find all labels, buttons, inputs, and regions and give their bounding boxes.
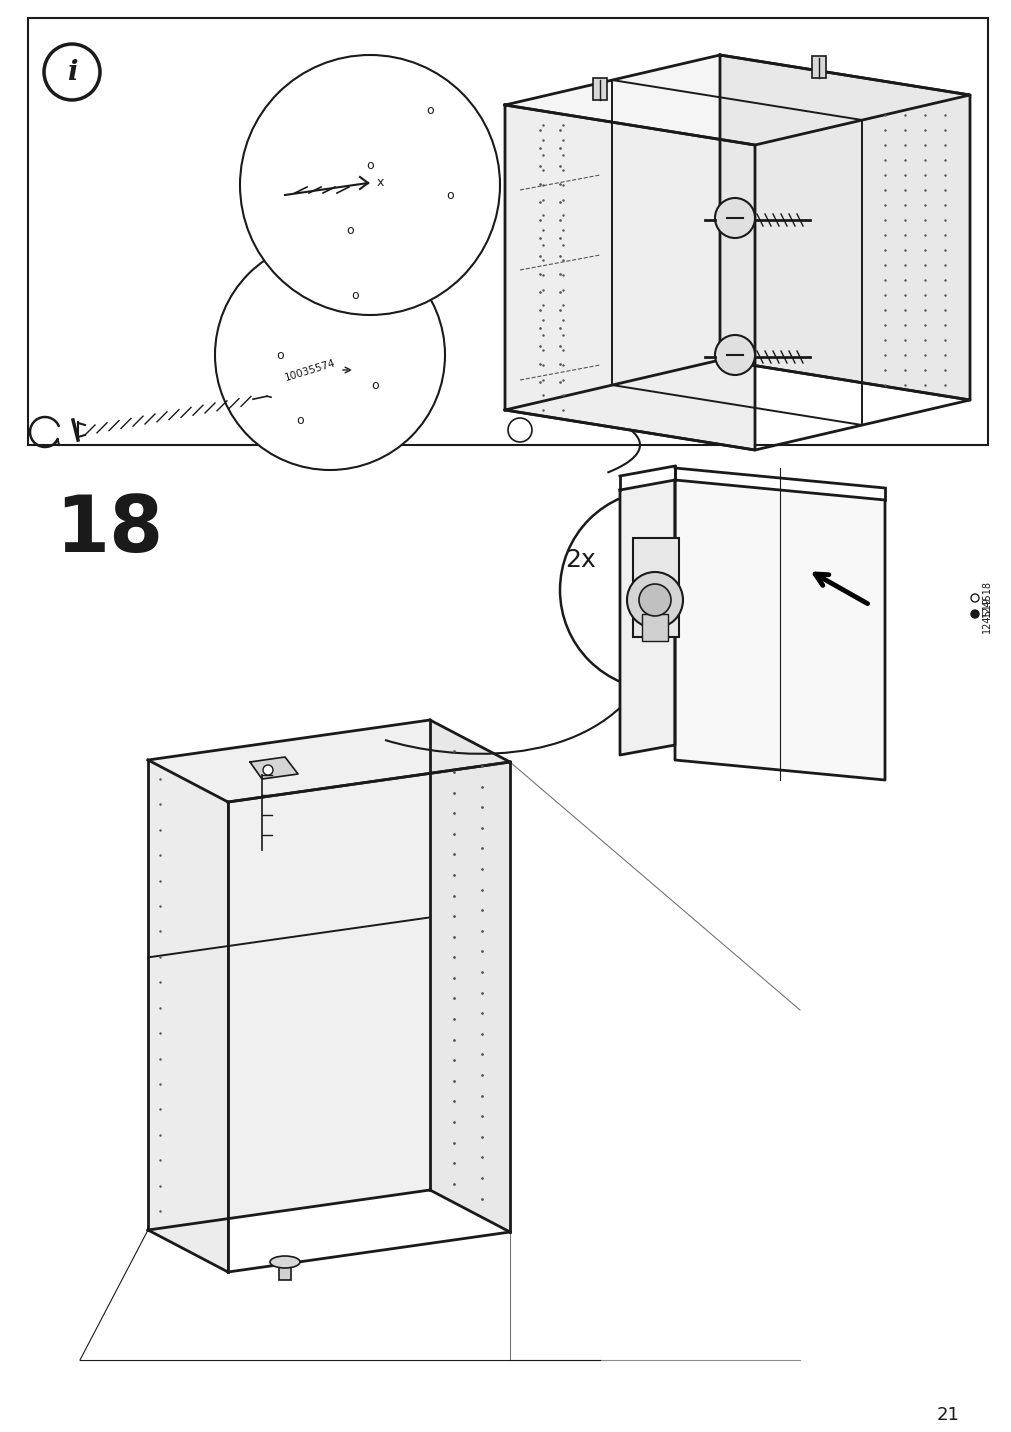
- Text: 21: 21: [936, 1406, 959, 1423]
- Text: 18: 18: [55, 493, 163, 569]
- Circle shape: [638, 584, 670, 616]
- Polygon shape: [250, 758, 297, 779]
- Text: o: o: [446, 189, 453, 202]
- Text: o: o: [276, 348, 283, 361]
- Polygon shape: [504, 54, 969, 145]
- Text: 124518: 124518: [981, 580, 991, 617]
- Polygon shape: [148, 720, 510, 802]
- Circle shape: [970, 594, 978, 601]
- Circle shape: [214, 241, 445, 470]
- Text: 4x: 4x: [290, 82, 324, 109]
- Text: 2x: 2x: [564, 548, 595, 571]
- Text: o: o: [366, 159, 373, 172]
- Circle shape: [240, 54, 499, 315]
- FancyBboxPatch shape: [279, 1257, 291, 1280]
- Circle shape: [627, 571, 682, 629]
- Text: o: o: [371, 378, 378, 391]
- Circle shape: [43, 44, 100, 100]
- Text: x: x: [376, 176, 383, 189]
- Text: o: o: [426, 103, 434, 116]
- Polygon shape: [719, 54, 969, 400]
- Circle shape: [715, 198, 754, 238]
- FancyBboxPatch shape: [632, 538, 678, 637]
- Ellipse shape: [270, 1256, 299, 1267]
- Polygon shape: [148, 760, 227, 1272]
- Polygon shape: [148, 720, 430, 1230]
- Circle shape: [715, 335, 754, 375]
- Bar: [28, 19, 987, 445]
- Text: o: o: [346, 223, 354, 236]
- FancyBboxPatch shape: [592, 77, 607, 100]
- Polygon shape: [504, 105, 754, 450]
- Text: o: o: [296, 414, 303, 427]
- Text: o: o: [351, 288, 359, 302]
- Text: 124519: 124519: [981, 596, 991, 633]
- Circle shape: [508, 418, 532, 442]
- Polygon shape: [430, 720, 510, 1232]
- Circle shape: [970, 610, 978, 619]
- Circle shape: [263, 765, 273, 775]
- FancyBboxPatch shape: [811, 56, 825, 77]
- Text: i: i: [67, 59, 77, 86]
- FancyBboxPatch shape: [641, 614, 667, 642]
- Text: 10035574: 10035574: [283, 358, 336, 382]
- Polygon shape: [620, 480, 674, 755]
- Polygon shape: [674, 480, 885, 780]
